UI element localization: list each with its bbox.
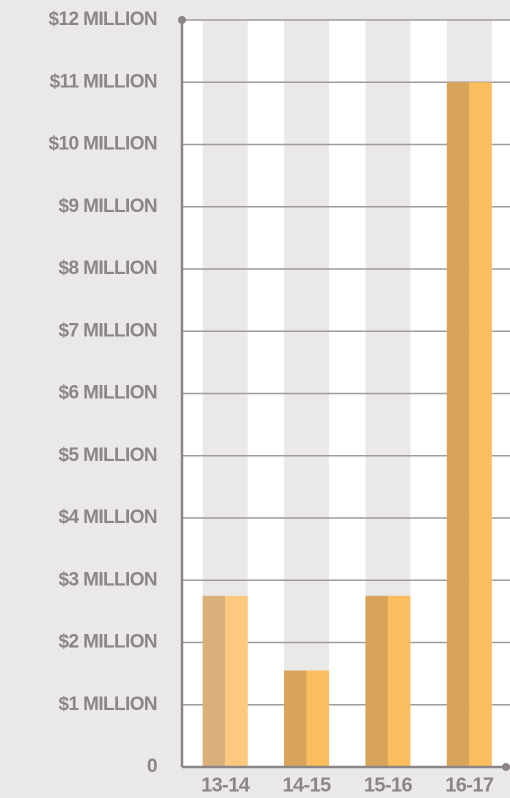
y-tick-label: $4 MILLION <box>58 507 157 528</box>
y-tick-label: $2 MILLION <box>58 632 157 653</box>
bar-highlight <box>469 82 492 767</box>
bar <box>202 595 226 767</box>
bar-highlight <box>306 670 330 767</box>
x-tick-label: 14-15 <box>282 774 331 796</box>
axis-end-dot <box>178 16 186 24</box>
bar <box>365 595 388 767</box>
y-tick-label: $6 MILLION <box>58 383 157 404</box>
y-tick-label: $7 MILLION <box>58 320 157 341</box>
y-tick-label: $1 MILLION <box>58 694 157 715</box>
bar <box>446 82 470 767</box>
y-tick-label: $9 MILLION <box>58 196 157 217</box>
y-tick-label: $11 MILLION <box>50 71 157 92</box>
bar <box>284 670 307 767</box>
x-tick-label: 16-17 <box>445 774 494 796</box>
y-tick-label: $5 MILLION <box>58 445 157 466</box>
axis-end-dot <box>502 763 510 771</box>
bar-highlight <box>225 595 248 767</box>
y-tick-label: 0 <box>147 756 157 777</box>
bar-highlight <box>387 595 411 767</box>
y-tick-label: $12 MILLION <box>49 9 157 30</box>
x-tick-label: 13-14 <box>201 774 251 796</box>
y-tick-label: $8 MILLION <box>58 258 157 279</box>
y-tick-label: $10 MILLION <box>49 134 157 155</box>
y-tick-label: $3 MILLION <box>58 569 157 590</box>
x-tick-label: 15-16 <box>364 774 413 796</box>
